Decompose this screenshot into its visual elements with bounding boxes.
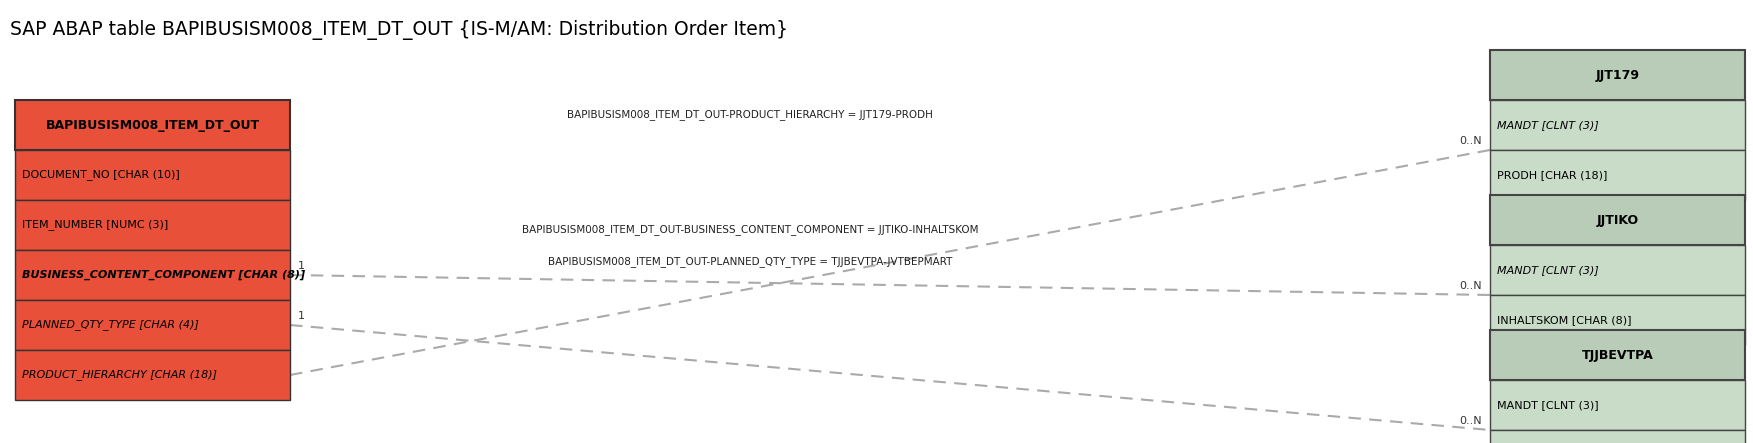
Text: 0..N: 0..N [1460,281,1481,291]
Text: 0..N: 0..N [1460,136,1481,146]
Bar [1490,330,1744,380]
Bar [1490,150,1744,200]
Text: DOCUMENT_NO [CHAR (10)]: DOCUMENT_NO [CHAR (10)] [23,170,181,180]
Bar [16,350,289,400]
Text: 1: 1 [298,311,305,321]
Text: 1: 1 [298,261,305,271]
Text: BAPIBUSISM008_ITEM_DT_OUT: BAPIBUSISM008_ITEM_DT_OUT [46,118,259,132]
Text: BAPIBUSISM008_ITEM_DT_OUT-PLANNED_QTY_TYPE = TJJBEVTPA-JVTBEPMART: BAPIBUSISM008_ITEM_DT_OUT-PLANNED_QTY_TY… [547,256,952,268]
Bar [1490,430,1744,443]
Text: MANDT [CLNT (3)]: MANDT [CLNT (3)] [1497,120,1599,130]
Text: ITEM_NUMBER [NUMC (3)]: ITEM_NUMBER [NUMC (3)] [23,220,168,230]
Text: BUSINESS_CONTENT_COMPONENT [CHAR (8)]: BUSINESS_CONTENT_COMPONENT [CHAR (8)] [23,270,305,280]
Bar [16,200,289,250]
Bar [1490,245,1744,295]
Text: 0..N: 0..N [1460,416,1481,426]
Text: JJT179: JJT179 [1595,69,1639,82]
Text: JJTIKO: JJTIKO [1597,214,1639,226]
Bar [16,300,289,350]
Text: BAPIBUSISM008_ITEM_DT_OUT-BUSINESS_CONTENT_COMPONENT = JJTIKO-INHALTSKOM: BAPIBUSISM008_ITEM_DT_OUT-BUSINESS_CONTE… [522,225,978,235]
Bar [16,250,289,300]
Bar [1490,380,1744,430]
Text: BAPIBUSISM008_ITEM_DT_OUT-PRODUCT_HIERARCHY = JJT179-PRODH: BAPIBUSISM008_ITEM_DT_OUT-PRODUCT_HIERAR… [566,109,933,120]
Text: SAP ABAP table BAPIBUSISM008_ITEM_DT_OUT {IS-M/AM: Distribution Order Item}: SAP ABAP table BAPIBUSISM008_ITEM_DT_OUT… [11,20,789,40]
Text: INHALTSKOM [CHAR (8)]: INHALTSKOM [CHAR (8)] [1497,315,1632,325]
Bar [1490,50,1744,100]
Text: PRODUCT_HIERARCHY [CHAR (18)]: PRODUCT_HIERARCHY [CHAR (18)] [23,369,217,381]
Text: PLANNED_QTY_TYPE [CHAR (4)]: PLANNED_QTY_TYPE [CHAR (4)] [23,319,198,330]
Bar [16,100,289,150]
Bar [1490,100,1744,150]
Text: MANDT [CLNT (3)]: MANDT [CLNT (3)] [1497,400,1599,410]
Text: MANDT [CLNT (3)]: MANDT [CLNT (3)] [1497,265,1599,275]
Bar [1490,295,1744,345]
Text: TJJBEVTPA: TJJBEVTPA [1581,349,1653,361]
Text: PRODH [CHAR (18)]: PRODH [CHAR (18)] [1497,170,1608,180]
Bar [16,150,289,200]
Bar [1490,195,1744,245]
